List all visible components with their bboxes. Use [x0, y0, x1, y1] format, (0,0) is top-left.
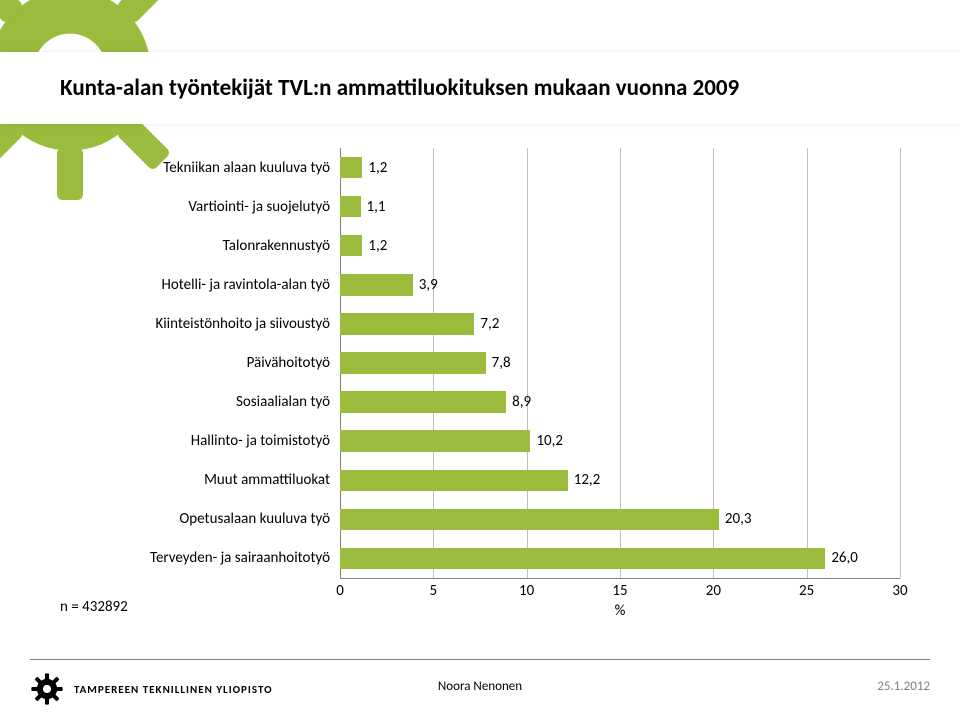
- gridline: [900, 148, 901, 578]
- title-band: Kunta-alan työntekijät TVL:n ammattiluok…: [0, 52, 960, 124]
- bar: [340, 352, 486, 374]
- bar: [340, 509, 719, 531]
- category-row: Vartiointi- ja suojelutyö: [60, 187, 330, 226]
- bar-row: 26,0: [340, 548, 900, 570]
- x-tick-label: 30: [892, 582, 907, 600]
- bar: [340, 470, 568, 492]
- category-label: Tekniikan alaan kuuluva työ: [163, 159, 330, 177]
- x-tick-label: 10: [519, 582, 534, 600]
- category-label: Muut ammattiluokat: [204, 471, 330, 489]
- footer-logo: TAMPEREEN TEKNILLINEN YLIOPISTO: [30, 672, 273, 706]
- bar-row: 7,8: [340, 352, 900, 374]
- category-label: Hallinto- ja toimistotyö: [191, 432, 330, 450]
- value-label: 20,3: [725, 510, 752, 528]
- bar: [340, 235, 362, 257]
- value-label: 1,2: [368, 237, 387, 255]
- bar: [340, 548, 825, 570]
- category-label: Päivähoitotyö: [247, 354, 330, 372]
- x-tick-label: 20: [706, 582, 721, 600]
- footer-divider: [30, 659, 930, 660]
- bar: [340, 313, 474, 335]
- category-label: Kiinteistönhoito ja siivoustyö: [155, 315, 330, 333]
- bar: [340, 196, 361, 218]
- category-row: Sosiaalialan työ: [60, 383, 330, 422]
- n-label: n = 432892: [60, 598, 128, 616]
- x-tick-label: 0: [336, 582, 344, 600]
- category-label: Opetusalaan kuuluva työ: [179, 510, 330, 528]
- category-row: Hallinto- ja toimistotyö: [60, 422, 330, 461]
- category-labels: Tekniikan alaan kuuluva työ Vartiointi- j…: [60, 148, 330, 578]
- category-label: Vartiointi- ja suojelutyö: [188, 198, 330, 216]
- x-tick-label: 5: [430, 582, 438, 600]
- value-label: 7,2: [480, 315, 499, 333]
- bar: [340, 157, 362, 179]
- category-row: Talonrakennustyö: [60, 226, 330, 265]
- bar-row: 10,2: [340, 430, 900, 452]
- bar-row: 1,1: [340, 196, 900, 218]
- footer-org: TAMPEREEN TEKNILLINEN YLIOPISTO: [74, 683, 273, 696]
- category-row: Hotelli- ja ravintola-alan työ: [60, 265, 330, 304]
- university-logo-icon: [30, 672, 64, 706]
- chart: Tekniikan alaan kuuluva työ Vartiointi- j…: [60, 148, 900, 628]
- bar-row: 12,2: [340, 470, 900, 492]
- x-tick-label: 15: [612, 582, 627, 600]
- x-axis: % 051015202530: [340, 578, 900, 618]
- footer-date: 25.1.2012: [877, 679, 930, 694]
- bar-row: 8,9: [340, 391, 900, 413]
- bar: [340, 391, 506, 413]
- bar: [340, 274, 413, 296]
- footer-author: Noora Nenonen: [438, 679, 522, 694]
- category-label: Hotelli- ja ravintola-alan työ: [161, 276, 330, 294]
- category-row: Terveyden- ja sairaanhoitotyö: [60, 539, 330, 578]
- bar-row: 7,2: [340, 313, 900, 335]
- bar-row: 3,9: [340, 274, 900, 296]
- category-label: Terveyden- ja sairaanhoitotyö: [150, 549, 330, 567]
- value-label: 1,2: [368, 159, 387, 177]
- bar-row: 1,2: [340, 235, 900, 257]
- category-label: Sosiaalialan työ: [236, 393, 330, 411]
- plot-area: 1,2 1,1 1,2 3,9 7,2 7,8 8,9 10,2 12,2 20,3 26,0: [340, 148, 900, 578]
- category-row: Kiinteistönhoito ja siivoustyö: [60, 304, 330, 343]
- x-axis-title: %: [615, 602, 626, 620]
- bar: [340, 430, 530, 452]
- value-label: 26,0: [831, 549, 858, 567]
- slide-title: Kunta-alan työntekijät TVL:n ammattiluok…: [60, 74, 739, 102]
- slide: Kunta-alan työntekijät TVL:n ammattiluok…: [0, 0, 960, 716]
- value-label: 12,2: [574, 471, 601, 489]
- category-row: Opetusalaan kuuluva työ: [60, 500, 330, 539]
- category-row: Muut ammattiluokat: [60, 461, 330, 500]
- value-label: 8,9: [512, 393, 531, 411]
- bars: 1,2 1,1 1,2 3,9 7,2 7,8 8,9 10,2 12,2 20,3 26,0: [340, 148, 900, 578]
- category-label: Talonrakennustyö: [223, 237, 330, 255]
- value-label: 1,1: [367, 198, 386, 216]
- category-row: Päivähoitotyö: [60, 343, 330, 382]
- bar-row: 20,3: [340, 509, 900, 531]
- value-label: 7,8: [492, 354, 511, 372]
- value-label: 10,2: [536, 432, 563, 450]
- x-tick-label: 25: [799, 582, 814, 600]
- bar-row: 1,2: [340, 157, 900, 179]
- category-row: Tekniikan alaan kuuluva työ: [60, 148, 330, 187]
- value-label: 3,9: [419, 276, 438, 294]
